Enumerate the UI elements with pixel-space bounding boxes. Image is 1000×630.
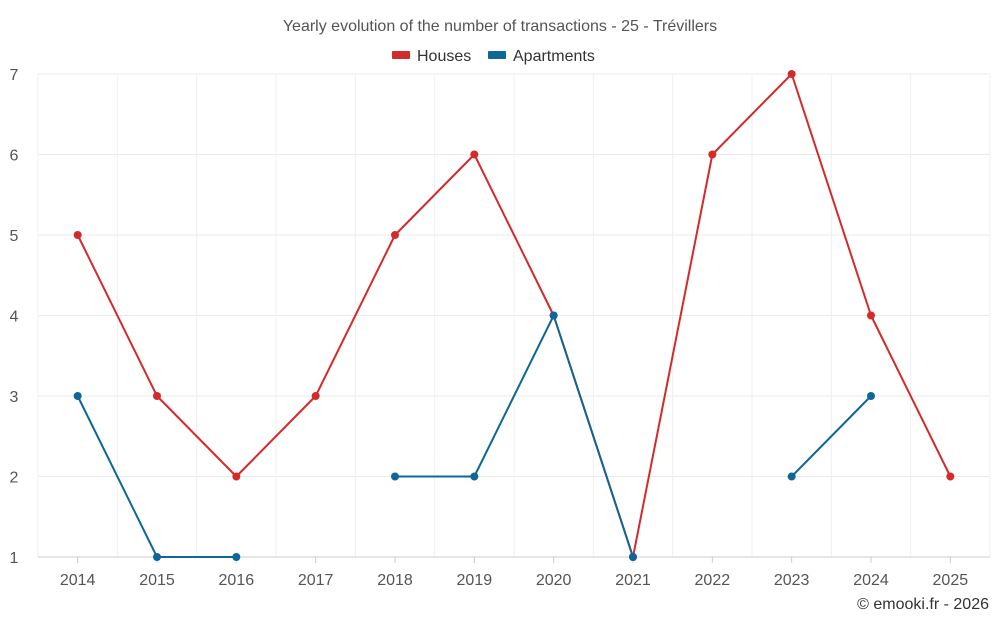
apartments-point [787, 472, 796, 481]
houses-point [867, 311, 875, 320]
legend-label: Apartments [513, 48, 595, 65]
houses-point [153, 392, 161, 400]
credit-text: © emooki.fr - 2026 [857, 596, 989, 613]
houses-point [708, 150, 717, 159]
y-tick-label: 7 [10, 67, 19, 84]
x-tick-label: 2020 [536, 572, 572, 589]
x-tick-label: 2024 [853, 572, 889, 589]
legend-item-houses[interactable]: Houses [392, 48, 471, 65]
x-tick-label: 2021 [615, 572, 651, 589]
houses-point [391, 231, 399, 239]
apartments-point [629, 553, 637, 561]
x-tick-label: 2015 [139, 572, 175, 589]
houses-point [946, 472, 955, 481]
apartments-point [391, 472, 399, 481]
x-tick-label: 2019 [457, 572, 493, 589]
x-tick-label: 2014 [60, 572, 96, 589]
legend-label: Houses [417, 48, 471, 65]
legend: Houses Apartments [392, 48, 595, 65]
apartments-line [790, 395, 872, 478]
x-tick-label: 2016 [219, 572, 255, 589]
apartments-point [867, 392, 875, 400]
houses-point [470, 150, 479, 159]
apartments-point [549, 311, 558, 320]
x-tick-label: 2025 [933, 572, 969, 589]
x-tick-label: 2023 [774, 572, 810, 589]
legend-item-apartments[interactable]: Apartments [488, 48, 595, 65]
series-layer [73, 70, 955, 561]
apartments-point [153, 553, 161, 561]
series-apartments [73, 311, 875, 561]
apartments-point [232, 553, 241, 561]
y-tick-label: 2 [10, 470, 19, 487]
houses-point [73, 231, 82, 239]
y-tick-label: 6 [10, 148, 19, 165]
y-tick-label: 4 [10, 309, 19, 326]
x-axis: 2014 2015 2016 2017 2018 2019 2020 2021 2022 2023… [38, 556, 990, 589]
apartments-line [395, 314, 634, 558]
houses-line [76, 73, 952, 558]
x-tick-label: 2018 [377, 572, 413, 589]
y-tick-label: 5 [10, 228, 19, 245]
houses-point [232, 472, 241, 481]
chart-title: Yearly evolution of the number of transa… [283, 18, 717, 35]
y-tick-label: 3 [10, 389, 19, 406]
legend-swatch [488, 51, 506, 59]
houses-point [787, 70, 796, 78]
houses-point [311, 392, 320, 400]
y-tick-label: 1 [10, 550, 19, 567]
x-tick-label: 2022 [695, 572, 731, 589]
x-tick-label: 2017 [298, 572, 334, 589]
y-axis: 1 2 3 4 5 6 7 [10, 67, 19, 567]
legend-swatch [392, 51, 410, 59]
grid [37, 73, 991, 558]
apartments-point [73, 392, 82, 400]
apartments-point [470, 472, 479, 481]
